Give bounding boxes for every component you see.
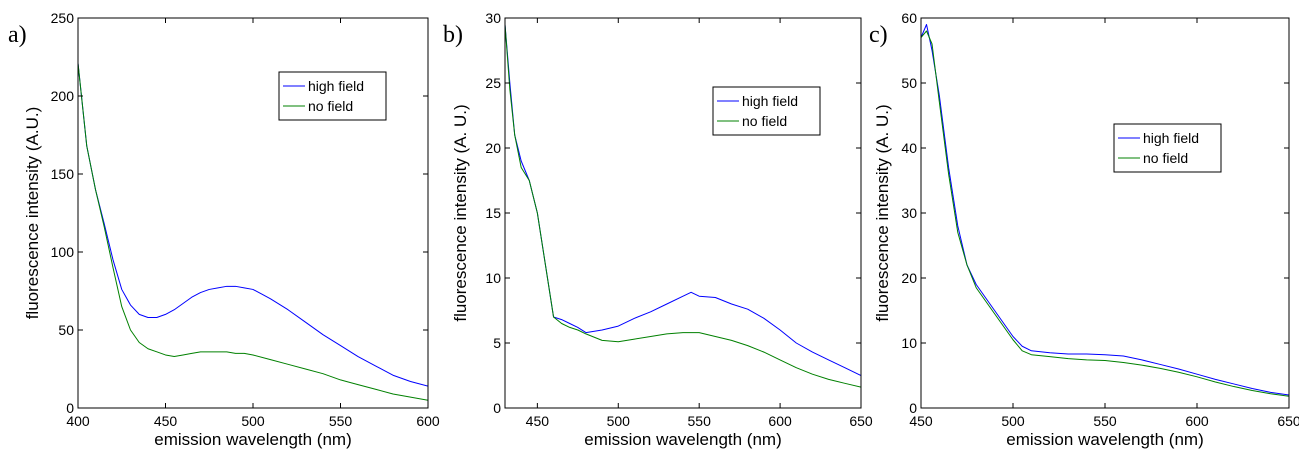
panel-letter: b) [443, 22, 463, 48]
chart-panel-1: a) 400 450 500 550 600 0 50 100 150 200 250 emission… [8, 10, 440, 449]
x-tick-label: 500 [1001, 413, 1025, 429]
panel-letter: a) [8, 22, 27, 48]
legend: high field no field [1113, 123, 1222, 173]
series-line-high-field [505, 24, 861, 376]
y-tick-label: 50 [58, 322, 74, 338]
series-line-high-field [78, 63, 428, 387]
y-axis-label: fluorescence intensity (A. U.) [451, 104, 470, 321]
legend-label: high field [742, 93, 798, 109]
series-line-no-field [921, 30, 1289, 397]
x-tick-label: 550 [329, 413, 353, 429]
series-line-no-field [78, 63, 428, 401]
chart-panel-3: c) 450 500 550 600 650 0 10 20 30 40 50 60 emission w… [869, 10, 1299, 449]
y-tick-label: 20 [901, 270, 917, 286]
x-tick-label: 600 [768, 413, 792, 429]
series-line-no-field [505, 24, 861, 388]
x-tick-label: 550 [1093, 413, 1117, 429]
y-tick-label: 0 [66, 400, 74, 416]
legend-box [712, 86, 821, 136]
y-tick-label: 100 [51, 244, 75, 260]
x-tick-label: 400 [66, 413, 90, 429]
legend-label: no field [742, 113, 787, 129]
x-tick-label: 650 [1277, 413, 1299, 429]
x-tick-label: 450 [526, 413, 550, 429]
y-tick-label: 60 [901, 10, 917, 26]
legend-label: high field [1143, 130, 1199, 146]
axes-frame [920, 17, 1290, 409]
legend: high field no field [278, 71, 387, 121]
x-tick-label: 600 [1185, 413, 1209, 429]
y-axis-label: fluorescence intensity (A.U.) [23, 107, 42, 320]
chart-panel-2: b) 450 500 550 600 650 0 5 10 15 20 25 30 emission wa… [443, 10, 873, 449]
y-tick-label: 0 [493, 400, 501, 416]
y-axis-label: fluorescence intensity (A. U.) [873, 104, 892, 321]
y-tick-label: 10 [901, 335, 917, 351]
y-tick-label: 10 [485, 270, 501, 286]
y-tick-label: 25 [485, 75, 501, 91]
legend-box [1113, 123, 1222, 173]
panel-letter: c) [869, 22, 888, 48]
x-axis-label: emission wavelength (nm) [584, 430, 781, 449]
x-tick-label: 500 [607, 413, 631, 429]
legend: high field no field [712, 86, 821, 136]
x-tick-label: 450 [154, 413, 178, 429]
y-tick-label: 50 [901, 75, 917, 91]
y-tick-label: 30 [485, 10, 501, 26]
x-tick-label: 650 [849, 413, 873, 429]
y-tick-label: 150 [51, 166, 75, 182]
legend-box [278, 71, 387, 121]
y-tick-label: 250 [51, 10, 75, 26]
x-axis-label: emission wavelength (nm) [154, 430, 351, 449]
y-tick-label: 40 [901, 140, 917, 156]
y-tick-label: 5 [493, 335, 501, 351]
y-tick-label: 200 [51, 88, 75, 104]
legend-label: no field [1143, 150, 1188, 166]
series-line-high-field [921, 24, 1289, 396]
x-tick-label: 550 [688, 413, 712, 429]
x-tick-label: 600 [416, 413, 440, 429]
y-tick-label: 20 [485, 140, 501, 156]
y-tick-label: 15 [485, 205, 501, 221]
legend-label: no field [308, 98, 353, 114]
x-tick-label: 450 [909, 413, 933, 429]
y-tick-label: 30 [901, 205, 917, 221]
y-tick-label: 0 [909, 400, 917, 416]
x-tick-label: 500 [241, 413, 265, 429]
legend-label: high field [308, 78, 364, 94]
x-axis-label: emission wavelength (nm) [1006, 430, 1203, 449]
